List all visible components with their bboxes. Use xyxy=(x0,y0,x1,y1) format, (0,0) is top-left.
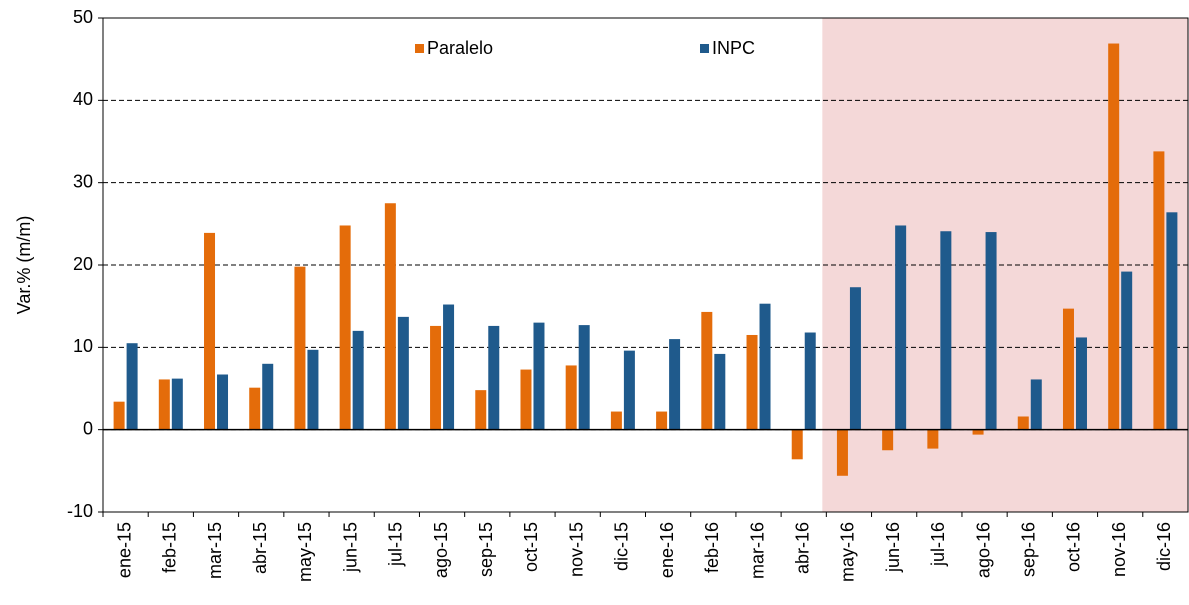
bar xyxy=(384,203,396,430)
x-tick-label: abr-16 xyxy=(792,522,812,574)
x-tick-label: may-16 xyxy=(838,522,858,582)
bar xyxy=(158,379,170,430)
bar xyxy=(443,304,455,430)
bar xyxy=(791,429,803,460)
bar xyxy=(1121,271,1133,430)
x-tick-label: mar-16 xyxy=(747,522,767,579)
bar xyxy=(397,316,409,430)
bar xyxy=(669,339,681,430)
y-axis-label: Var.% (m/m) xyxy=(14,216,34,315)
bar xyxy=(1153,151,1165,430)
bar xyxy=(804,332,816,430)
bar xyxy=(113,401,125,430)
plot-frame xyxy=(102,17,1189,513)
bar xyxy=(475,390,487,430)
bar xyxy=(217,374,229,430)
bar xyxy=(294,266,306,430)
bar xyxy=(701,311,713,430)
y-tick-label: 10 xyxy=(73,336,93,356)
bar xyxy=(520,369,532,430)
bar xyxy=(578,325,590,430)
bar xyxy=(895,225,907,430)
x-tick-label: jul-16 xyxy=(928,522,948,567)
x-tick-label: sep-16 xyxy=(1019,522,1039,577)
bar xyxy=(171,378,183,430)
bar xyxy=(307,349,319,430)
x-tick-label: mar-15 xyxy=(205,522,225,579)
legend-label: Paralelo xyxy=(427,38,493,58)
bar xyxy=(126,343,138,430)
x-tick-label: ago-15 xyxy=(431,522,451,578)
x-tick-label: feb-15 xyxy=(160,522,180,573)
x-tick-label: dic-16 xyxy=(1154,522,1174,571)
legend-swatch xyxy=(415,44,424,53)
x-tick-label: oct-15 xyxy=(521,522,541,572)
bar xyxy=(1108,43,1120,430)
bar xyxy=(940,231,952,430)
bar xyxy=(488,325,500,430)
bar xyxy=(836,429,848,476)
x-tick-label: nov-15 xyxy=(566,522,586,577)
bar xyxy=(204,232,216,430)
bar xyxy=(565,365,577,430)
y-tick-label: 30 xyxy=(73,171,93,191)
x-tick-label: nov-16 xyxy=(1109,522,1129,577)
x-tick-label: jul-15 xyxy=(386,522,406,567)
bar xyxy=(714,353,726,430)
x-tick-label: ago-16 xyxy=(973,522,993,578)
bar xyxy=(533,322,545,430)
x-tick-label: abr-15 xyxy=(250,522,270,574)
bar xyxy=(1017,416,1029,430)
x-tick-label: may-15 xyxy=(295,522,315,582)
x-tick-label: ene-16 xyxy=(657,522,677,578)
bar xyxy=(746,334,758,430)
x-tick-label: ene-15 xyxy=(114,522,134,578)
bar xyxy=(849,287,861,430)
bar xyxy=(339,225,351,430)
bar xyxy=(1030,379,1042,430)
bar xyxy=(1062,308,1074,430)
bar xyxy=(249,387,261,430)
y-tick-label: 50 xyxy=(73,7,93,27)
y-tick-label: 40 xyxy=(73,89,93,109)
x-tick-label: oct-16 xyxy=(1064,522,1084,572)
bar xyxy=(882,429,894,451)
y-tick-label: 0 xyxy=(83,418,93,438)
y-tick-label: 20 xyxy=(73,254,93,274)
bar xyxy=(1166,212,1178,430)
bar xyxy=(1075,337,1087,430)
y-tick-label: -10 xyxy=(67,501,93,521)
highlight-region xyxy=(822,18,1188,512)
legend-swatch xyxy=(700,44,709,53)
bar xyxy=(985,232,997,430)
bar xyxy=(430,325,442,430)
x-tick-label: jun-16 xyxy=(883,522,903,573)
bar xyxy=(262,363,274,430)
x-tick-label: feb-16 xyxy=(702,522,722,573)
bar xyxy=(972,429,984,435)
legend-label: INPC xyxy=(712,38,755,58)
bar xyxy=(656,411,668,430)
x-tick-label: dic-15 xyxy=(612,522,632,571)
bar xyxy=(927,429,939,449)
bar xyxy=(610,411,622,430)
bar xyxy=(759,303,771,430)
bar xyxy=(623,350,635,430)
x-tick-label: jun-15 xyxy=(340,522,360,573)
bar xyxy=(352,330,364,430)
x-tick-label: sep-15 xyxy=(476,522,496,577)
